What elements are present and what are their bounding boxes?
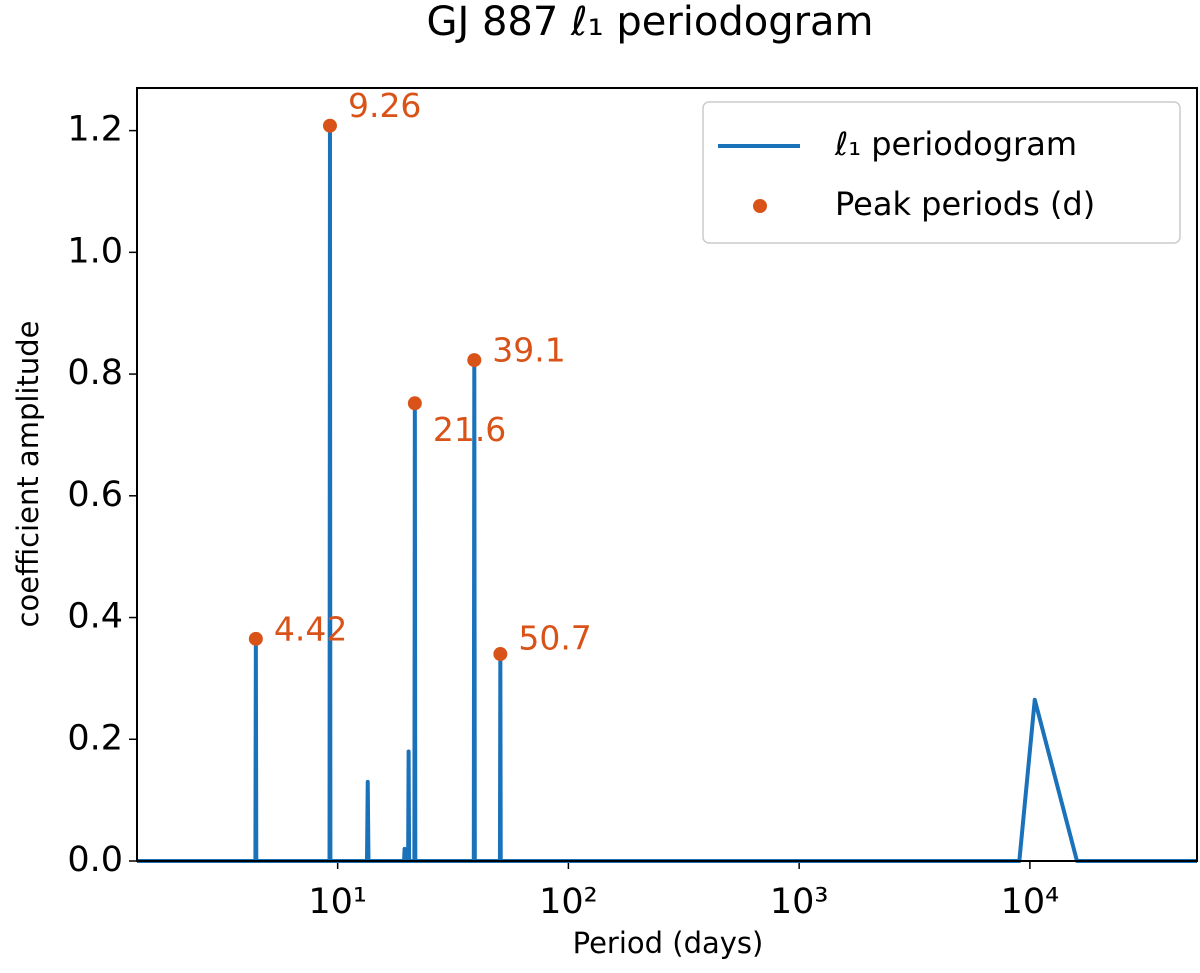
x-axis-label: Period (days) — [573, 926, 764, 960]
peak-label: 21.6 — [433, 410, 506, 449]
x-tick-label: 10¹ — [308, 882, 367, 922]
peak-point — [322, 118, 337, 133]
legend-label: Peak periods (d) — [835, 185, 1095, 223]
x-tick-label: 10⁴ — [1001, 882, 1060, 922]
y-tick-label: 0.4 — [67, 597, 123, 637]
x-tick-label: 10² — [539, 882, 598, 922]
y-tick-label: 0.6 — [67, 475, 123, 515]
y-tick-label: 0.2 — [67, 718, 123, 758]
legend-marker — [753, 199, 767, 213]
y-tick-label: 1.0 — [67, 231, 123, 271]
peak-label: 50.7 — [518, 619, 591, 658]
legend-label: ℓ₁ periodogram — [834, 125, 1077, 163]
peak-label: 4.42 — [274, 609, 347, 648]
axes-frame — [136, 87, 1198, 862]
y-axis-label: coefficient amplitude — [11, 321, 45, 628]
legend-box — [702, 101, 1181, 244]
periodogram-line — [137, 123, 1197, 863]
peak-point — [493, 647, 508, 662]
x-tick-label: 10³ — [770, 882, 829, 922]
y-tick-label: 0.8 — [67, 353, 123, 393]
y-tick-label: 1.2 — [67, 110, 123, 150]
peak-label: 9.26 — [348, 86, 421, 125]
chart-title: GJ 887 ℓ₁ periodogram — [426, 0, 873, 45]
peak-point — [248, 631, 263, 646]
peak-label: 39.1 — [492, 331, 565, 370]
peak-point — [407, 396, 422, 411]
y-tick-label: 0.0 — [67, 840, 123, 880]
peak-point — [467, 353, 482, 368]
